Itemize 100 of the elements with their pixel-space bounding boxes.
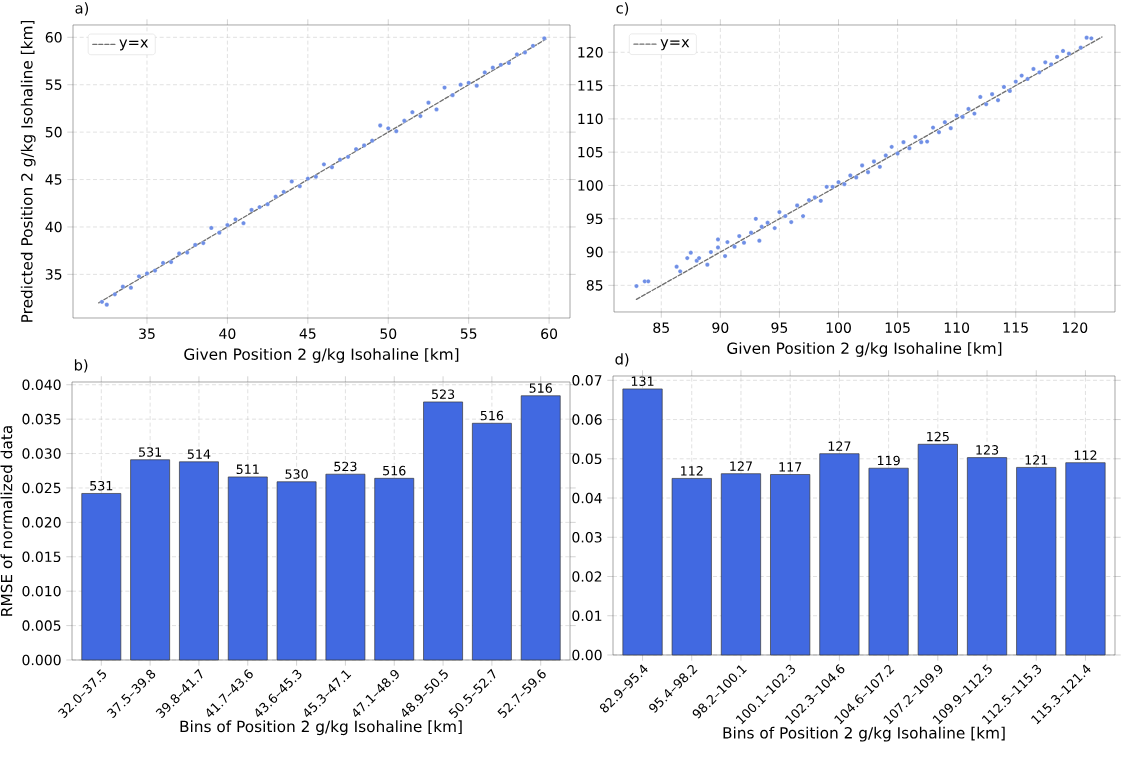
point <box>498 62 504 68</box>
x-tick-label: 100 <box>826 322 851 333</box>
x-tick-label: 45 <box>299 328 316 339</box>
point <box>184 250 190 255</box>
bar <box>276 481 317 661</box>
point <box>353 146 359 152</box>
annotation: 127 <box>730 461 752 471</box>
annotation: 511 <box>236 464 259 475</box>
y-tick-label: 0.03 <box>572 531 602 543</box>
y-tick-label: 100 <box>578 180 603 191</box>
bar <box>130 459 170 661</box>
x-tick-label: 55 <box>460 328 477 339</box>
point <box>104 302 110 307</box>
point <box>530 43 536 49</box>
y-tick-label: 0.040 <box>22 379 61 391</box>
bar <box>720 473 761 656</box>
point <box>434 107 439 112</box>
point <box>377 123 383 128</box>
legend-label: y=x <box>119 39 149 51</box>
point <box>313 174 319 179</box>
y-tick-label: 0.04 <box>572 492 602 504</box>
x-tick-label: 110 <box>944 322 970 333</box>
y-tick-label: 45 <box>45 174 62 185</box>
y-tick-label: 0.005 <box>22 620 61 631</box>
bar <box>472 422 512 661</box>
y-tick-label: 0.020 <box>22 517 61 528</box>
y-tick-label: 120 <box>578 46 603 58</box>
x-tick-label: 120 <box>1062 322 1088 333</box>
point <box>160 260 166 266</box>
point <box>112 292 118 297</box>
point <box>321 162 327 167</box>
bar <box>325 473 366 661</box>
bar <box>81 493 122 661</box>
point <box>458 82 463 87</box>
y-tick-label: 115 <box>578 80 603 91</box>
point <box>442 85 447 90</box>
x-tick-label: 60 <box>541 328 558 339</box>
point <box>281 189 286 195</box>
point <box>120 284 126 289</box>
bar <box>520 395 561 661</box>
chart-title: a) <box>75 2 89 16</box>
bar <box>671 478 712 656</box>
y-tick-label: 95 <box>586 213 603 225</box>
y-tick-label: 0.035 <box>22 413 61 425</box>
point <box>385 126 391 131</box>
point <box>402 118 407 124</box>
y-tick-label: 0.01 <box>572 610 602 622</box>
x-tick-label: 95 <box>771 322 788 333</box>
point <box>233 217 238 222</box>
x-tick-label: 50 <box>380 328 397 339</box>
point <box>345 154 351 160</box>
point <box>305 176 311 181</box>
annotation: 131 <box>631 376 654 387</box>
y-tick-label: 0.030 <box>22 448 61 459</box>
x-tick-label: 40 <box>219 328 236 339</box>
legend-label: y=x <box>660 39 690 51</box>
annotation: 117 <box>779 462 802 472</box>
y-tick-label: 0.06 <box>572 414 602 425</box>
annotation: 516 <box>480 410 504 421</box>
x-tick-label: 35 <box>139 328 155 339</box>
point <box>361 143 367 148</box>
x-axis-title: Bins of Position 2 g/kg Isohaline [km] <box>723 726 1005 742</box>
point <box>426 100 431 106</box>
annotation: 125 <box>927 431 949 442</box>
point <box>369 138 375 143</box>
bar <box>227 476 268 661</box>
y-tick-label: 90 <box>586 246 603 258</box>
point <box>201 240 206 246</box>
point <box>542 35 547 41</box>
y-tick-label: 0.02 <box>572 571 602 582</box>
point <box>241 220 246 226</box>
annotation: 112 <box>1074 450 1097 460</box>
annotation: 119 <box>877 455 900 466</box>
point <box>176 251 182 256</box>
x-tick-label: 115 <box>1003 322 1028 333</box>
bar <box>1016 467 1057 656</box>
point <box>490 65 496 70</box>
point <box>217 230 222 235</box>
bar <box>622 388 663 656</box>
chart-title: c) <box>616 2 629 16</box>
point <box>297 183 303 189</box>
y-tick-label: 35 <box>45 269 62 280</box>
annotation: 523 <box>334 461 357 472</box>
point <box>514 52 520 57</box>
y-tick-label: 0.07 <box>572 375 602 386</box>
annotation: 530 <box>285 469 308 479</box>
annotation: 523 <box>431 389 455 400</box>
x-tick-label: 105 <box>885 322 910 333</box>
x-axis-title: Given Position 2 g/kg Isohaline [km] <box>727 342 1002 357</box>
point <box>474 83 479 88</box>
y-tick-label: 55 <box>45 79 62 90</box>
point <box>168 259 174 265</box>
y-tick-label: 0.000 <box>22 654 61 666</box>
point <box>136 273 142 279</box>
y-tick-label: 50 <box>45 126 62 138</box>
x-tick-label: 90 <box>712 322 729 333</box>
y-axis-title: Predicted Position 2 g/kg Isohaline [km] <box>20 20 36 322</box>
annotation: 514 <box>187 449 211 459</box>
annotation: 516 <box>529 383 552 393</box>
bar <box>374 477 415 661</box>
